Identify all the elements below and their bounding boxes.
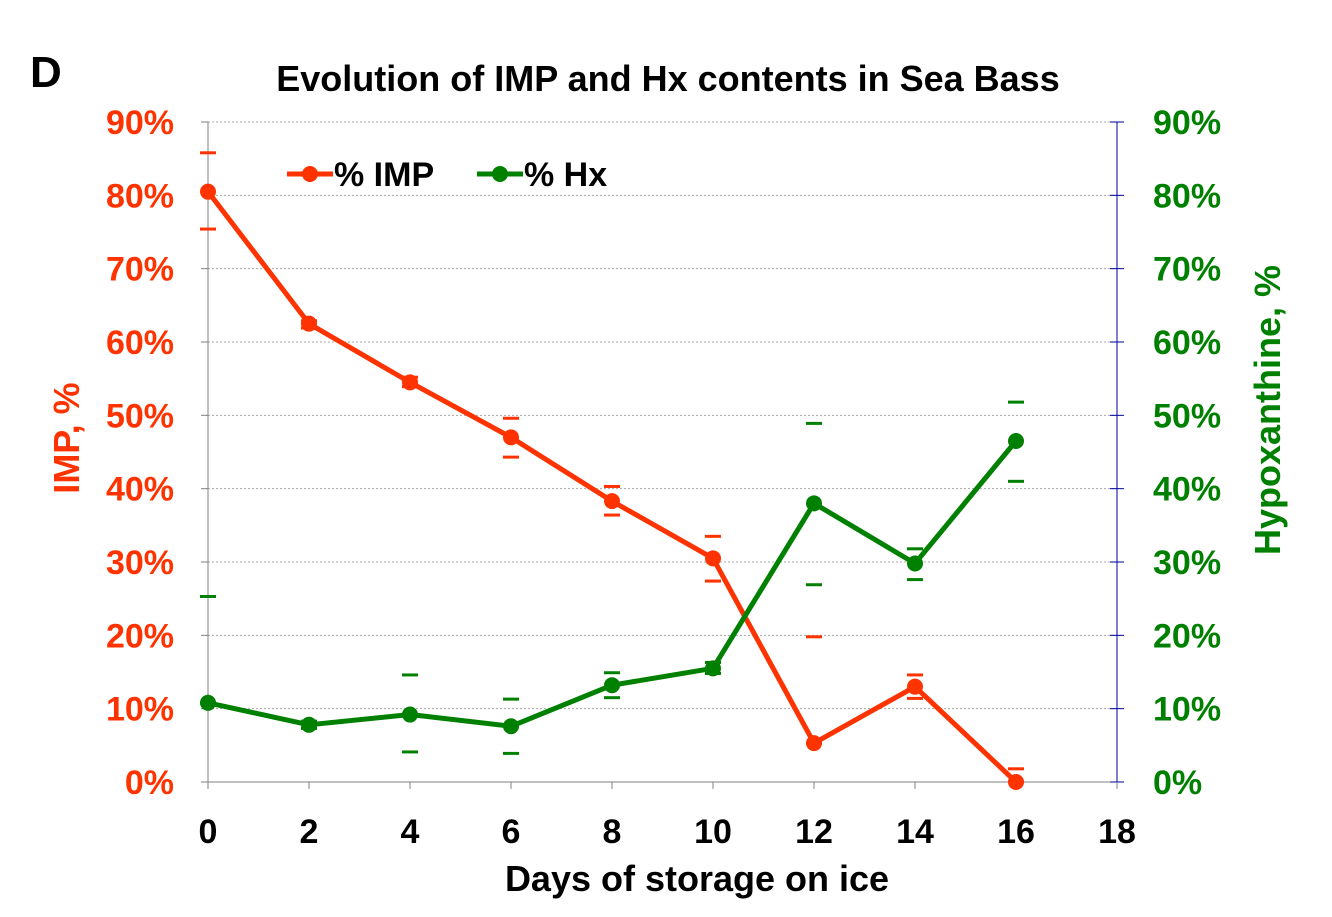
x-tick-label: 0 xyxy=(199,813,218,851)
y-right-tick-label: 60% xyxy=(1153,324,1221,362)
chart-title: Evolution of IMP and Hx contents in Sea … xyxy=(276,58,1059,99)
data-point xyxy=(705,660,721,677)
y-right-tick-label: 0% xyxy=(1153,764,1202,802)
x-tick-label: 8 xyxy=(603,813,622,851)
x-tick-label: 2 xyxy=(300,813,319,851)
y-left-tick-label: 20% xyxy=(106,617,174,655)
legend-label: % Hx xyxy=(524,156,607,194)
y-right-tick-label: 30% xyxy=(1153,544,1221,582)
y-right-tick-label: 90% xyxy=(1153,104,1221,142)
x-axis-ticks: 0 2 4 6 8 10 12 14 16 18 xyxy=(199,782,1136,851)
y-left-tick-label: 50% xyxy=(106,397,174,435)
x-tick-label: 16 xyxy=(997,813,1035,851)
data-point xyxy=(907,555,923,572)
y-axis-left-label: IMP, % xyxy=(46,382,87,493)
y-left-tick-label: 0% xyxy=(125,764,174,802)
left-axis-ticks: 0% 10% 20% 30% 40% 50% 60% 70% 80% 90% xyxy=(106,104,208,802)
y-left-tick-label: 40% xyxy=(106,471,174,509)
x-tick-label: 10 xyxy=(694,813,732,851)
data-point xyxy=(705,550,721,567)
x-tick-label: 12 xyxy=(795,813,833,851)
data-point xyxy=(1008,774,1024,790)
legend-marker xyxy=(302,166,318,182)
data-point xyxy=(604,677,620,694)
data-point xyxy=(806,495,822,512)
data-point xyxy=(503,718,519,735)
legend-label: % IMP xyxy=(334,156,434,194)
y-right-tick-label: 10% xyxy=(1153,691,1221,729)
y-axis-right-label: Hypoxanthine, % xyxy=(1247,265,1288,555)
data-point xyxy=(301,716,317,733)
panel-label: D xyxy=(30,48,62,97)
legend-marker xyxy=(492,166,508,182)
right-axis-ticks: 0% 10% 20% 30% 40% 50% 60% 70% 80% 90% xyxy=(1110,104,1221,802)
y-right-tick-label: 70% xyxy=(1153,251,1221,289)
data-point xyxy=(604,493,620,510)
y-right-tick-label: 20% xyxy=(1153,617,1221,655)
data-point xyxy=(200,694,216,711)
y-right-tick-label: 40% xyxy=(1153,471,1221,509)
x-axis-label: Days of storage on ice xyxy=(505,858,889,899)
data-point xyxy=(301,315,317,332)
data-point xyxy=(402,706,418,723)
y-right-tick-label: 80% xyxy=(1153,177,1221,215)
data-point xyxy=(402,374,418,391)
series-group xyxy=(200,151,1024,790)
data-point xyxy=(1008,433,1024,449)
y-left-tick-label: 80% xyxy=(106,177,174,215)
data-point xyxy=(200,183,216,200)
x-tick-label: 14 xyxy=(896,813,934,851)
series-group xyxy=(200,400,1024,755)
data-point xyxy=(806,735,822,752)
x-tick-label: 6 xyxy=(502,813,521,851)
y-left-tick-label: 90% xyxy=(106,104,174,142)
y-left-tick-label: 10% xyxy=(106,691,174,729)
x-tick-label: 4 xyxy=(401,813,420,851)
y-left-tick-label: 30% xyxy=(106,544,174,582)
y-left-tick-label: 60% xyxy=(106,324,174,362)
x-tick-label: 18 xyxy=(1098,813,1136,851)
series-layer xyxy=(200,151,1024,790)
legend: % IMP % Hx xyxy=(287,156,607,194)
gridlines xyxy=(208,121,1117,710)
data-point xyxy=(907,678,923,695)
data-point xyxy=(503,429,519,446)
axes xyxy=(207,122,1118,783)
y-right-tick-label: 50% xyxy=(1153,397,1221,435)
y-left-tick-label: 70% xyxy=(106,251,174,289)
